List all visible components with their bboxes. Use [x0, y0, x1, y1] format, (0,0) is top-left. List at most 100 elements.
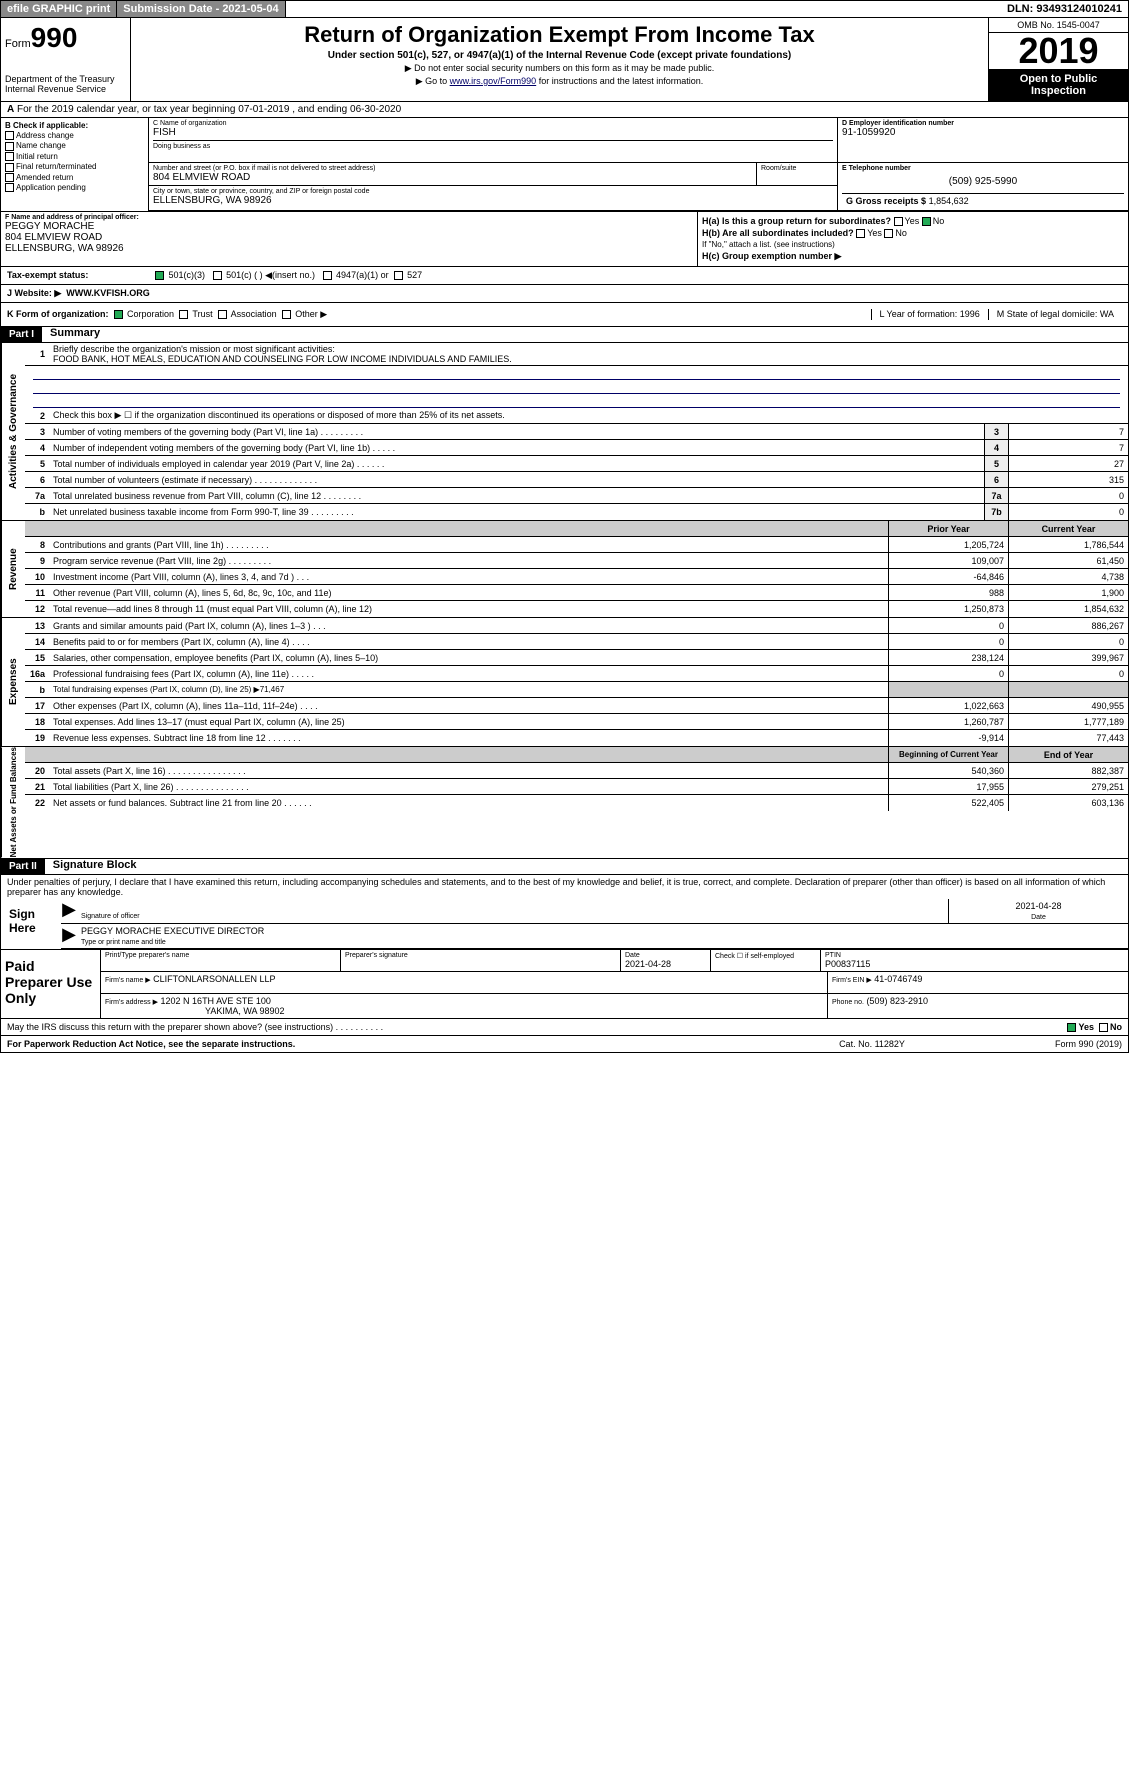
paid-preparer: Paid Preparer Use Only: [1, 950, 101, 1018]
chk-other[interactable]: [282, 310, 291, 319]
p19: -9,914: [888, 730, 1008, 746]
section-g: G Gross receipts $ 1,854,632: [842, 193, 1124, 208]
line3: Number of voting members of the governin…: [49, 426, 984, 438]
line5: Total number of individuals employed in …: [49, 458, 984, 470]
officer-sig: Signature of officer: [77, 899, 948, 923]
chk-ha-yes[interactable]: [894, 217, 903, 226]
chk-discuss-no[interactable]: [1099, 1023, 1108, 1032]
chk-discuss-yes[interactable]: [1067, 1023, 1076, 1032]
prep-date: Date2021-04-28: [621, 950, 711, 971]
p15: 238,124: [888, 650, 1008, 665]
firm-name: Firm's name ▶ CLIFTONLARSONALLEN LLP: [101, 972, 828, 993]
chk-initial[interactable]: [5, 152, 14, 161]
dept: Department of the Treasury Internal Reve…: [5, 74, 126, 94]
room: Room/suite: [757, 163, 837, 185]
chk-amended[interactable]: [5, 173, 14, 182]
line16a: Professional fundraising fees (Part IX, …: [49, 668, 888, 680]
section-i: Tax-exempt status: 501(c)(3) 501(c) ( ) …: [0, 267, 1129, 285]
line11: Other revenue (Part VIII, column (A), li…: [49, 587, 888, 599]
chk-4947[interactable]: [323, 271, 332, 280]
prior-hdr: Prior Year: [888, 521, 1008, 536]
line8: Contributions and grants (Part VIII, lin…: [49, 539, 888, 551]
p17: 1,022,663: [888, 698, 1008, 713]
c16a: 0: [1008, 666, 1128, 681]
submission-btn[interactable]: Submission Date - 2021-05-04: [117, 1, 285, 17]
line17: Other expenses (Part IX, column (A), lin…: [49, 700, 888, 712]
section-k: K Form of organization: Corporation Trus…: [0, 303, 1129, 327]
form-header: Form990 Department of the Treasury Inter…: [0, 18, 1129, 102]
val7a: 0: [1008, 488, 1128, 503]
form-number: Form990: [5, 22, 126, 54]
chk-527[interactable]: [394, 271, 403, 280]
c9: 61,450: [1008, 553, 1128, 568]
irs-link[interactable]: www.irs.gov/Form990: [450, 76, 537, 86]
line19: Revenue less expenses. Subtract line 18 …: [49, 732, 888, 744]
line12: Total revenue—add lines 8 through 11 (mu…: [49, 603, 888, 615]
p12: 1,250,873: [888, 601, 1008, 617]
firm-addr: Firm's address ▶ 1202 N 16TH AVE STE 100…: [101, 994, 828, 1018]
chk-501c[interactable]: [213, 271, 222, 280]
c14: 0: [1008, 634, 1128, 649]
ptin: PTINP00837115: [821, 950, 1128, 971]
line18: Total expenses. Add lines 13–17 (must eq…: [49, 716, 888, 728]
c20: 882,387: [1008, 763, 1128, 778]
c12: 1,854,632: [1008, 601, 1128, 617]
line9: Program service revenue (Part VIII, line…: [49, 555, 888, 567]
city: City or town, state or province, country…: [149, 186, 837, 208]
section-h: H(a) Is this a group return for subordin…: [698, 212, 1128, 266]
efile-btn[interactable]: efile GRAPHIC print: [1, 1, 117, 17]
top-bar: efile GRAPHIC print Submission Date - 20…: [0, 0, 1129, 18]
p10: -64,846: [888, 569, 1008, 584]
row-a: A For the 2019 calendar year, or tax yea…: [0, 102, 1129, 118]
section-c: C Name of organization FISH Doing busine…: [149, 118, 838, 162]
p21: 17,955: [888, 779, 1008, 794]
firm-ein: Firm's EIN ▶ 41-0746749: [828, 972, 1128, 993]
pra-notice: For Paperwork Reduction Act Notice, see …: [7, 1039, 772, 1049]
c19: 77,443: [1008, 730, 1128, 746]
chk-hb-no[interactable]: [884, 229, 893, 238]
c22: 603,136: [1008, 795, 1128, 811]
c21: 279,251: [1008, 779, 1128, 794]
val6: 315: [1008, 472, 1128, 487]
note-link: ▶ Go to www.irs.gov/Form990 for instruct…: [135, 76, 984, 87]
line14: Benefits paid to or for members (Part IX…: [49, 636, 888, 648]
note-ssn: ▶ Do not enter social security numbers o…: [135, 63, 984, 74]
line1: Briefly describe the organization's miss…: [49, 343, 1128, 365]
line2: Check this box ▶ ☐ if the organization d…: [49, 409, 1128, 422]
chk-final[interactable]: [5, 163, 14, 172]
arrow-icon: ▶: [61, 899, 77, 923]
open-inspection: Open to Public Inspection: [989, 69, 1128, 101]
sig-date: 2021-04-28Date: [948, 899, 1128, 923]
p13: 0: [888, 618, 1008, 633]
line16b: Total fundraising expenses (Part IX, col…: [49, 684, 888, 695]
c11: 1,900: [1008, 585, 1128, 600]
line7a: Total unrelated business revenue from Pa…: [49, 490, 984, 502]
line13: Grants and similar amounts paid (Part IX…: [49, 620, 888, 632]
side-governance: Activities & Governance: [1, 343, 25, 520]
form-ref: Form 990 (2019): [972, 1039, 1122, 1049]
side-revenue: Revenue: [1, 521, 25, 617]
c18: 1,777,189: [1008, 714, 1128, 729]
line7b: Net unrelated business taxable income fr…: [49, 506, 984, 518]
p11: 988: [888, 585, 1008, 600]
part2-hdr: Part II: [1, 859, 45, 874]
chk-name[interactable]: [5, 142, 14, 151]
line22: Net assets or fund balances. Subtract li…: [49, 797, 888, 809]
p18: 1,260,787: [888, 714, 1008, 729]
state-domicile: M State of legal domicile: WA: [988, 309, 1122, 320]
c15: 399,967: [1008, 650, 1128, 665]
chk-address[interactable]: [5, 131, 14, 140]
chk-corp[interactable]: [114, 310, 123, 319]
section-b: B Check if applicable: Address change Na…: [1, 118, 149, 211]
chk-hb-yes[interactable]: [856, 229, 865, 238]
section-e: E Telephone number (509) 925-5990: [842, 165, 1124, 187]
c17: 490,955: [1008, 698, 1128, 713]
p14: 0: [888, 634, 1008, 649]
chk-ha-no[interactable]: [922, 217, 931, 226]
form-title: Return of Organization Exempt From Incom…: [135, 22, 984, 48]
line10: Investment income (Part VIII, column (A)…: [49, 571, 888, 583]
chk-pending[interactable]: [5, 183, 14, 192]
chk-501c3[interactable]: [155, 271, 164, 280]
chk-trust[interactable]: [179, 310, 188, 319]
chk-assoc[interactable]: [218, 310, 227, 319]
